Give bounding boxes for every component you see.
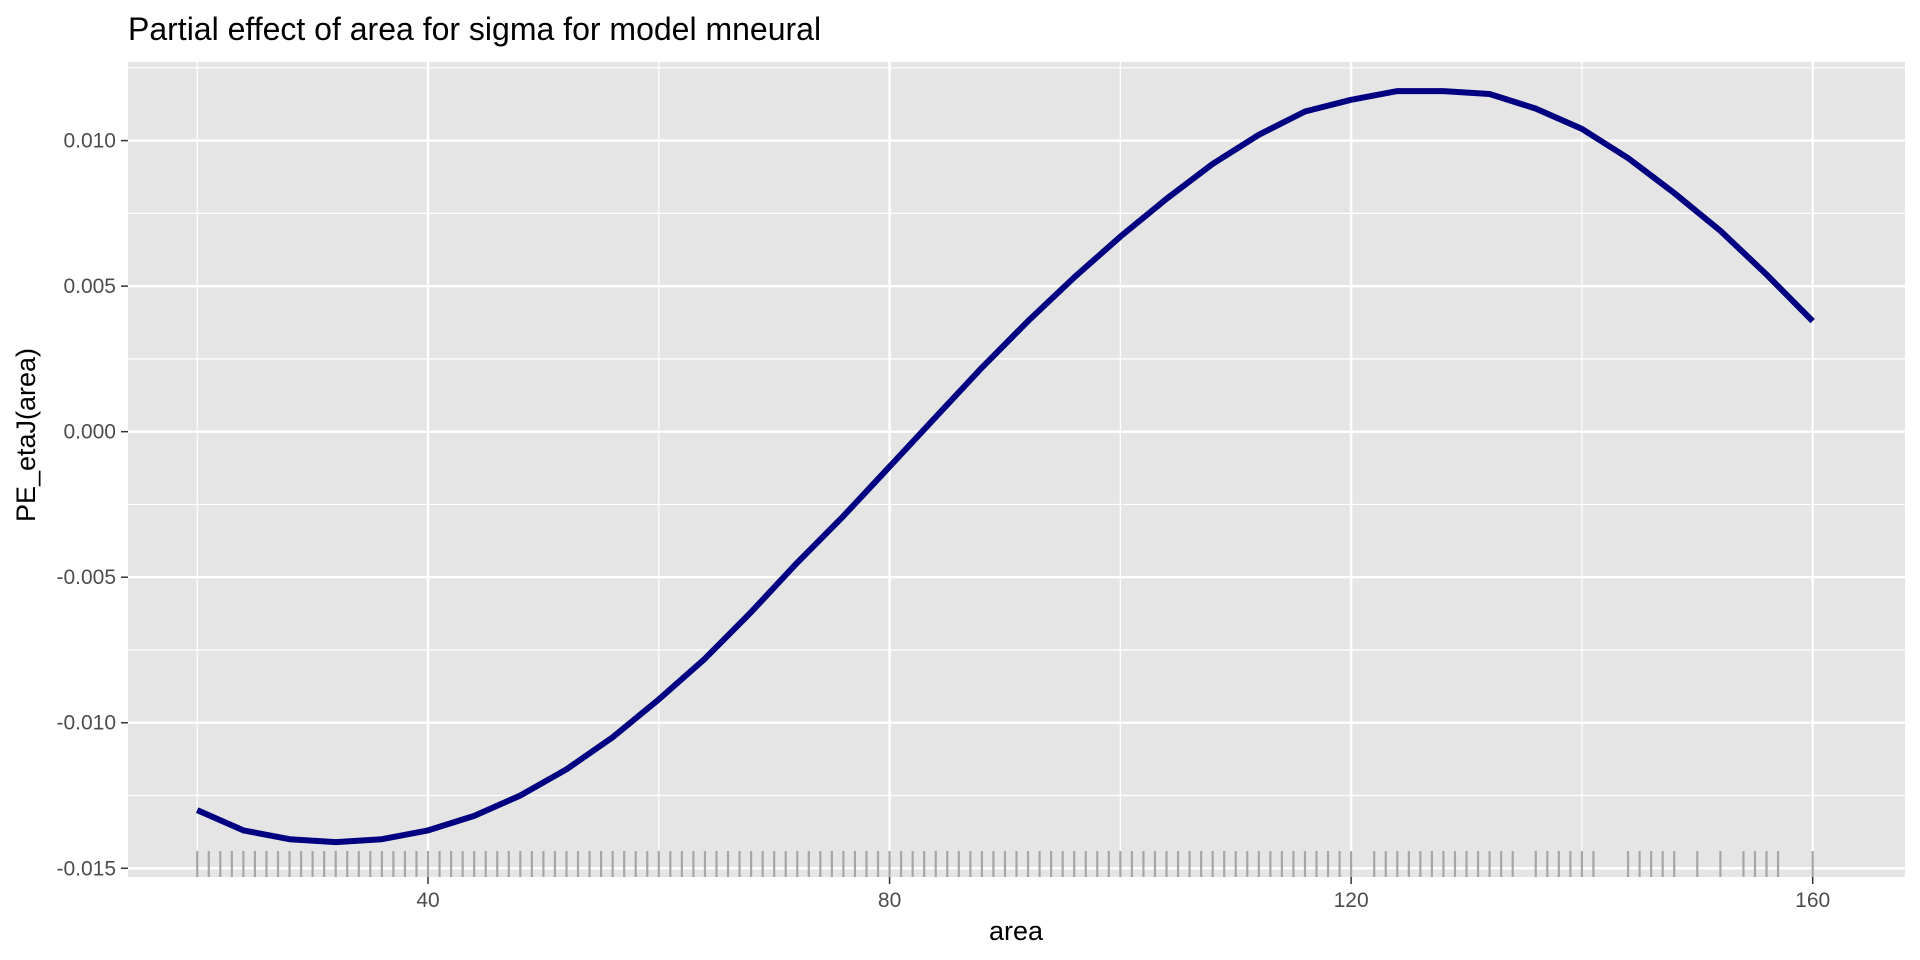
y-axis-title: PE_etaJ(area) (11, 348, 41, 522)
x-axis-title: area (989, 916, 1044, 946)
x-axis-tick-labels: 40 80 120 160 (416, 889, 1830, 912)
grid-major (128, 62, 1905, 877)
y-tick-label: 0.005 (63, 275, 116, 298)
axis-ticks (121, 139, 1814, 884)
rug (196, 851, 1814, 877)
chart-title: Partial effect of area for sigma for mod… (128, 11, 821, 47)
x-tick-label: 80 (878, 889, 901, 912)
x-tick-label: 160 (1795, 889, 1830, 912)
y-tick-label: -0.010 (56, 712, 116, 735)
y-tick-label: -0.005 (56, 566, 116, 589)
y-tick-label: -0.015 (56, 857, 116, 880)
y-tick-label: 0.010 (63, 130, 116, 153)
x-tick-label: 120 (1334, 889, 1369, 912)
series-line (195, 88, 1815, 846)
y-tick-label: 0.000 (63, 421, 116, 444)
y-axis-tick-labels: -0.015 -0.010 -0.005 0.000 0.005 0.010 (56, 130, 116, 881)
plot-panel (128, 62, 1905, 877)
grid-minor (128, 62, 1905, 877)
x-tick-label: 40 (416, 889, 439, 912)
